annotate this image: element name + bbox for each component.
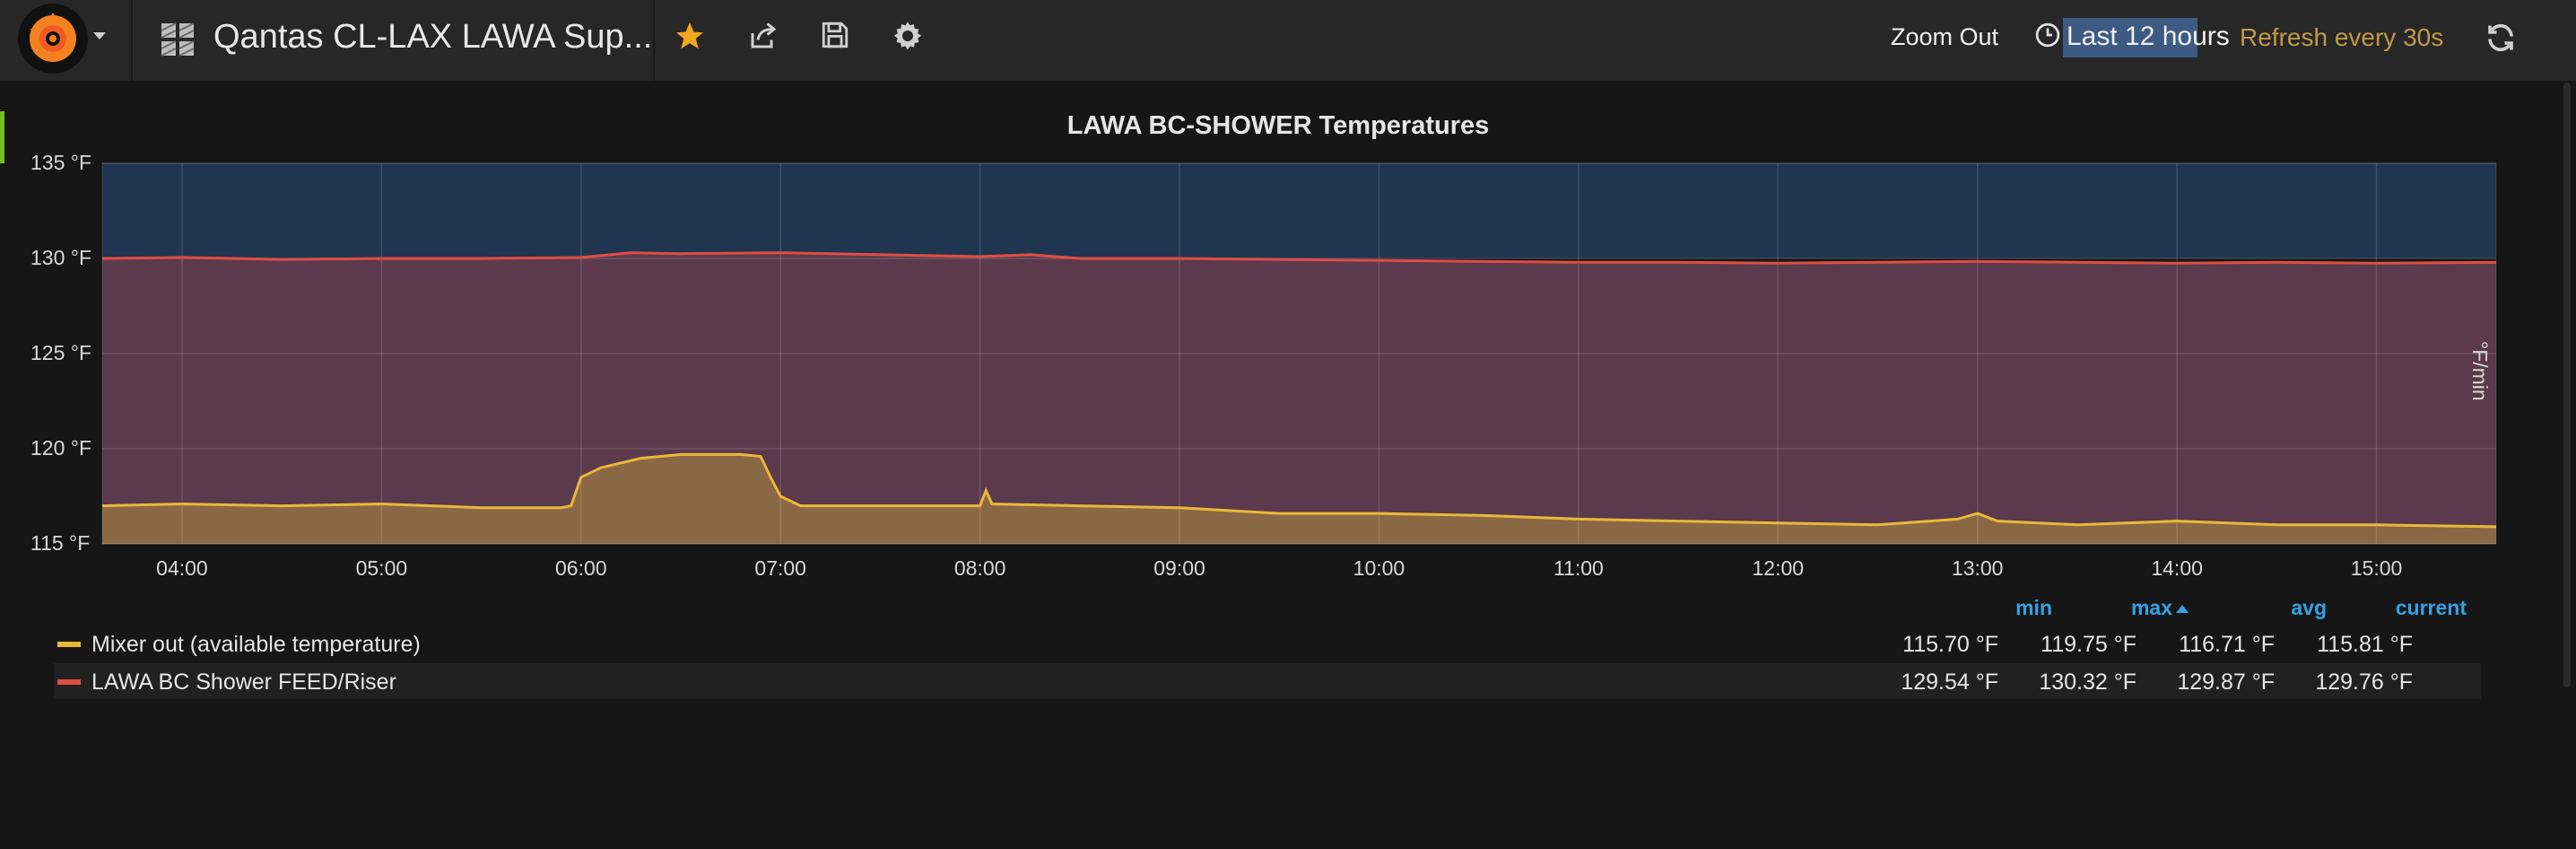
legend-avg-value: 129.87 °F xyxy=(2177,670,2275,695)
legend-min-value: 129.54 °F xyxy=(1901,670,1998,695)
gear-icon[interactable] xyxy=(892,20,924,57)
share-icon[interactable] xyxy=(747,20,779,57)
page-scrollbar[interactable] xyxy=(2563,83,2571,687)
legend-max-value: 130.32 °F xyxy=(2039,670,2137,695)
legend-col-min[interactable]: min xyxy=(2015,596,2052,619)
panel-title[interactable]: LAWA BC-SHOWER Temperatures xyxy=(1066,111,1490,140)
x-tick-label: 14:00 xyxy=(2151,556,2203,580)
legend-col-avg[interactable]: avg xyxy=(2291,596,2327,619)
star-icon[interactable] xyxy=(674,20,706,57)
x-tick-label: 06:00 xyxy=(555,556,607,580)
legend-min-value: 115.70 °F xyxy=(1902,632,1998,657)
row-collapse-handle[interactable] xyxy=(0,111,4,163)
y-tick-label: 115 °F xyxy=(30,531,91,555)
legend-series-name[interactable]: Mixer out (available temperature) xyxy=(91,632,421,657)
series-area-mixer-out xyxy=(102,454,2496,544)
legend-max-value: 119.75 °F xyxy=(2041,632,2137,657)
legend-col-current[interactable]: current xyxy=(2395,596,2467,619)
x-tick-label: 12:00 xyxy=(1752,556,1805,580)
dashboard-title-button[interactable]: Qantas CL-LAX LAWA Sup... xyxy=(133,0,655,81)
top-navbar: Qantas CL-LAX LAWA Sup... Zoom Out Last … xyxy=(0,0,2576,82)
plot-border xyxy=(101,162,2497,545)
dashboard-title: Qantas CL-LAX LAWA Sup... xyxy=(213,18,653,56)
legend-col-max-label: max xyxy=(2130,596,2172,619)
logo-menu[interactable] xyxy=(0,0,133,81)
x-tick-label: 15:00 xyxy=(2350,556,2403,580)
zoom-out-button[interactable]: Zoom Out xyxy=(1891,23,1999,50)
x-tick-label: 09:00 xyxy=(1153,556,1205,580)
series-area-feed-riser xyxy=(102,252,2496,544)
legend-series-name[interactable]: LAWA BC Shower FEED/Riser xyxy=(91,670,396,695)
x-tick-label: 11:00 xyxy=(1553,556,1604,580)
graph-panel-plot[interactable] xyxy=(0,0,2576,592)
x-tick-label: 05:00 xyxy=(355,556,408,580)
y-tick-label: 130 °F xyxy=(30,246,92,269)
x-tick-label: 10:00 xyxy=(1353,556,1405,580)
legend-series-color-icon[interactable] xyxy=(57,679,81,685)
legend-series-color-icon[interactable] xyxy=(57,642,81,647)
grafana-logo-icon[interactable] xyxy=(18,4,88,74)
chevron-down-icon[interactable] xyxy=(93,32,106,39)
y-tick-label: 135 °F xyxy=(30,151,92,174)
legend-col-max[interactable]: max xyxy=(2099,596,2189,620)
legend-current-value: 115.81 °F xyxy=(2317,632,2413,657)
refresh-interval-button[interactable]: Refresh every 30s xyxy=(2240,23,2444,51)
time-range-label: Last 12 hours xyxy=(2067,22,2230,51)
legend-row[interactable]: LAWA BC Shower FEED/Riser 129.54 °F 130.… xyxy=(54,663,2481,699)
legend-current-value: 129.76 °F xyxy=(2315,670,2413,695)
dashboard-grid-icon xyxy=(160,22,196,62)
x-tick-label: 13:00 xyxy=(1951,556,2004,580)
text-selection-highlight xyxy=(2063,18,2197,57)
save-icon[interactable] xyxy=(820,20,850,55)
right-axis-label: °F/min xyxy=(2468,341,2492,401)
y-tick-label: 125 °F xyxy=(30,341,92,364)
threshold-band xyxy=(102,163,2496,258)
y-tick-label: 120 °F xyxy=(30,436,92,460)
legend-row[interactable]: Mixer out (available temperature) 115.70… xyxy=(54,626,2481,661)
x-tick-label: 04:00 xyxy=(156,556,208,580)
sort-ascending-icon xyxy=(2176,605,2189,614)
clock-icon xyxy=(2034,22,2061,53)
x-tick-label: 07:00 xyxy=(754,556,806,580)
refresh-icon[interactable] xyxy=(2485,22,2517,58)
legend-avg-value: 116.71 °F xyxy=(2179,632,2275,657)
x-tick-label: 08:00 xyxy=(953,556,1006,580)
series-line-mixer-out xyxy=(101,452,2497,529)
series-line-feed-riser xyxy=(101,251,2497,265)
